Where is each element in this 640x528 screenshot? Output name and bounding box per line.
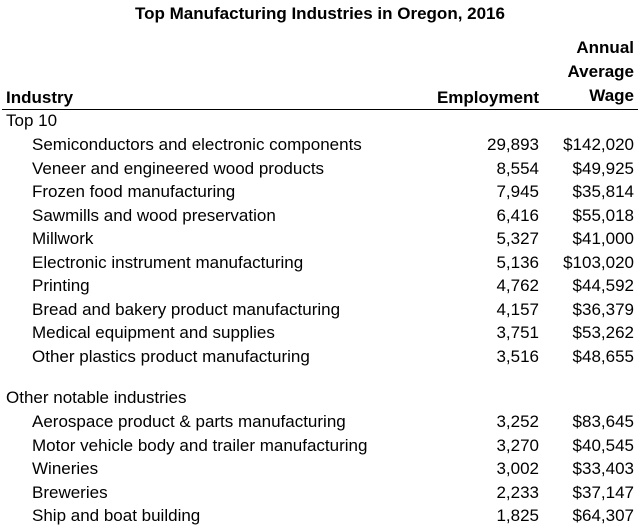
employment-cell: 3,002 [496, 459, 539, 478]
wage-cell: $55,018 [572, 205, 634, 225]
table-row: Aerospace product & parts manufacturing 3… [0, 410, 640, 434]
industry-cell: Wineries [32, 459, 99, 478]
industry-cell: Bread and bakery product manufacturing [32, 299, 341, 319]
industry-cell: Motor vehicle body and trailer manufactu… [32, 435, 368, 455]
industry-cell: Medical equipment and supplies [32, 323, 275, 342]
table-row: Semiconductors and electronic components… [0, 133, 640, 157]
table-row: Frozen food manufacturing 7,945 $35,814 [0, 180, 640, 204]
header-divider [2, 109, 638, 110]
industry-cell: Semiconductors and electronic components [32, 135, 362, 154]
employment-cell: 5,327 [496, 229, 539, 248]
wage-cell: $142,020 [563, 135, 634, 154]
table-row: Motor vehicle body and trailer manufactu… [0, 434, 640, 458]
table-row: Millwork 5,327 $41,000 [0, 227, 640, 251]
table-row: Veneer and engineered wood products 8,554… [0, 157, 640, 181]
wage-cell: $40,545 [572, 435, 634, 455]
employment-cell: 3,751 [496, 323, 539, 342]
employment-cell: 2,233 [496, 482, 539, 502]
wage-cell: $44,592 [572, 276, 634, 295]
table-body: Top 10 Semiconductors and electronic comp… [0, 109, 640, 528]
industry-cell: Electronic instrument manufacturing [32, 252, 304, 272]
wage-cell: $35,814 [572, 182, 634, 201]
table-row: Electronic instrument manufacturing 5,136… [0, 251, 640, 275]
table-row: Sawmills and wood preservation 6,416 $55,0… [0, 204, 640, 228]
wage-cell: $49,925 [572, 158, 634, 178]
table-title: Top Manufacturing Industries in Oregon, … [135, 4, 505, 23]
employment-cell: 3,270 [496, 435, 539, 455]
industry-cell: Aerospace product & parts manufacturing [32, 412, 346, 431]
employment-cell: 3,252 [496, 412, 539, 431]
section-label: Top 10 [6, 111, 58, 130]
employment-cell: 4,762 [496, 276, 539, 295]
industry-cell: Ship and boat building [32, 506, 201, 525]
industry-cell: Frozen food manufacturing [32, 182, 236, 201]
wage-cell: $48,655 [572, 346, 634, 366]
employment-cell: 6,416 [496, 205, 539, 225]
table-row: Bread and bakery product manufacturing 4,… [0, 298, 640, 322]
industry-cell: Other plastics product manufacturing [32, 346, 310, 366]
wage-cell: $36,379 [572, 299, 634, 319]
industry-cell: Printing [32, 276, 90, 295]
wage-header-line-2: Average [567, 62, 634, 81]
wage-column-header: Annual Average Wage [568, 36, 634, 108]
industry-cell: Veneer and engineered wood products [32, 158, 325, 178]
wage-cell: $83,645 [572, 412, 634, 431]
table-row: Printing 4,762 $44,592 [0, 274, 640, 298]
employment-cell: 3,516 [496, 346, 539, 366]
wage-cell: $64,307 [572, 506, 634, 525]
section-label: Other notable industries [6, 388, 187, 407]
industry-cell: Breweries [32, 482, 108, 502]
table-row: Breweries 2,233 $37,147 [0, 481, 640, 505]
employment-cell: 7,945 [496, 182, 539, 201]
industry-column-header: Industry [6, 88, 74, 107]
table-row: Medical equipment and supplies 3,751 $53,2… [0, 321, 640, 345]
employment-column-header: Employment [436, 88, 539, 107]
employment-cell: 5,136 [496, 252, 539, 272]
industry-cell: Sawmills and wood preservation [32, 205, 276, 225]
wage-header-line-3: Wage [589, 86, 634, 105]
employment-cell: 4,157 [496, 299, 539, 319]
section-spacer [0, 368, 640, 386]
industry-cell: Millwork [32, 229, 94, 248]
wage-cell: $41,000 [572, 229, 634, 248]
wage-cell: $33,403 [572, 459, 634, 478]
table-row: Other plastics product manufacturing 3,51… [0, 345, 640, 369]
employment-cell: 1,825 [496, 506, 539, 525]
wage-cell: $103,020 [563, 252, 634, 272]
wage-header-line-1: Annual [576, 38, 634, 57]
wage-cell: $53,262 [572, 323, 634, 342]
table-row: Wineries 3,002 $33,403 [0, 457, 640, 481]
employment-cell: 8,554 [496, 158, 539, 178]
table-row: Ship and boat building 1,825 $64,307 [0, 504, 640, 528]
wage-cell: $37,147 [572, 482, 634, 502]
employment-cell: 29,893 [487, 135, 539, 154]
